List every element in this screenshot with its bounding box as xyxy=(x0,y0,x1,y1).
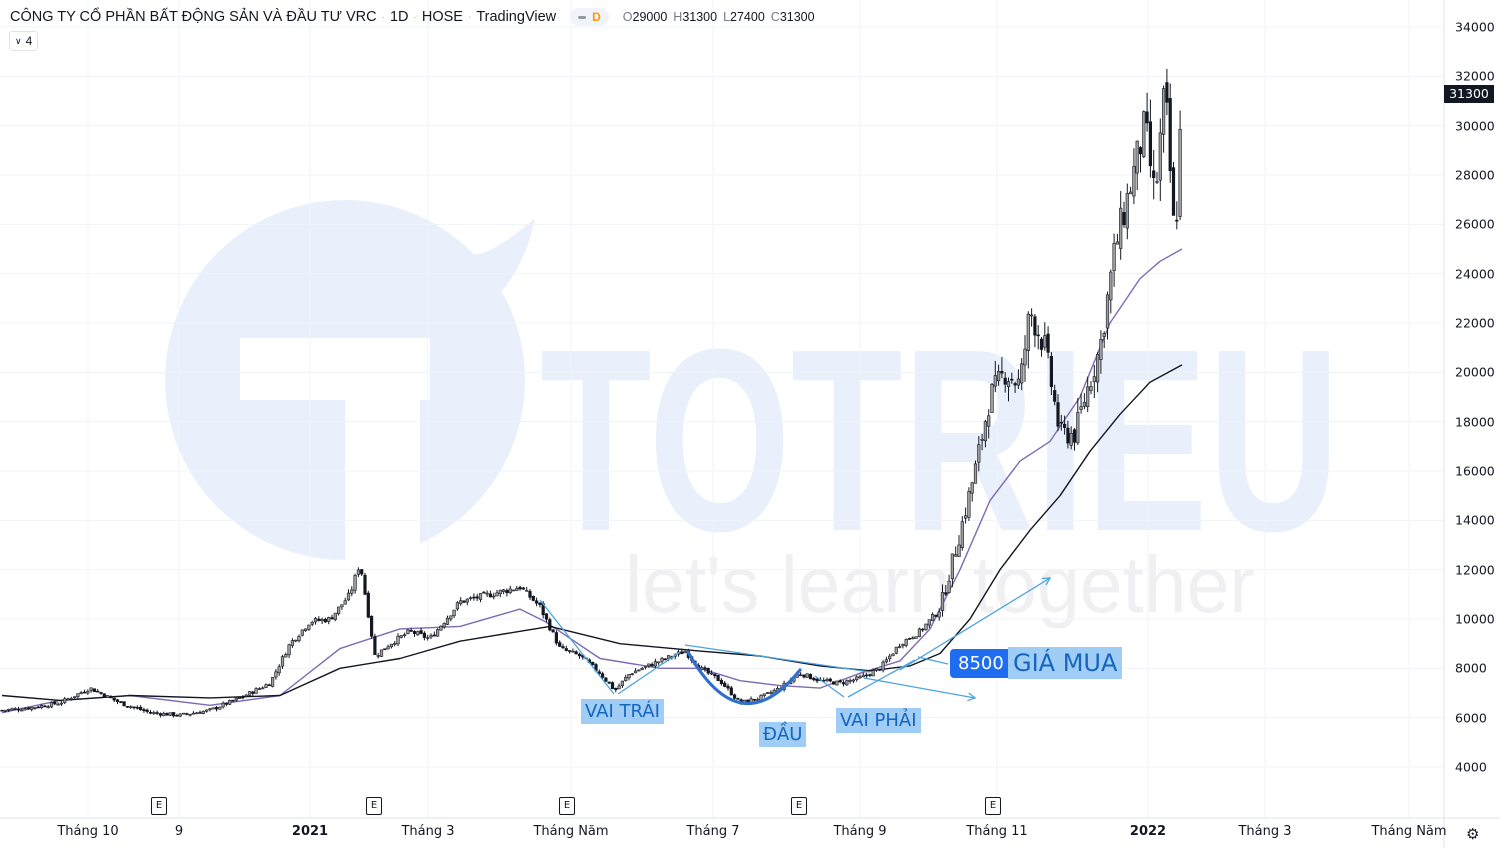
close-value: 31300 xyxy=(779,10,815,24)
high-label: H xyxy=(673,10,683,24)
price-tick-label: 22000 xyxy=(1455,315,1495,331)
time-tick-label: Tháng 3 xyxy=(401,824,455,839)
indicators-collapse-button[interactable]: ∨ 4 xyxy=(9,31,39,51)
interval-label[interactable]: 1D xyxy=(389,9,409,25)
price-tick-label: 14000 xyxy=(1455,512,1495,528)
price-tick-label: 4000 xyxy=(1455,759,1487,775)
separator-dot: · xyxy=(413,11,417,23)
earnings-marker[interactable]: E xyxy=(151,797,167,815)
candlestick-series xyxy=(0,68,1182,718)
time-tick-label: 9 xyxy=(174,824,184,839)
price-tick-label: 26000 xyxy=(1455,216,1495,232)
source-label: TradingView xyxy=(476,9,557,25)
time-tick-label: Tháng 11 xyxy=(966,824,1028,839)
delayed-data-icon: D xyxy=(592,10,601,24)
low-value: 27400 xyxy=(730,10,765,24)
watermark-brand: TOTRIEU xyxy=(540,296,1340,586)
earnings-marker[interactable]: E xyxy=(559,797,575,815)
time-tick-label: Tháng 9 xyxy=(833,824,887,839)
market-status-badge[interactable]: D xyxy=(570,8,609,26)
price-tick-label: 32000 xyxy=(1455,68,1495,84)
high-value: 31300 xyxy=(682,10,718,24)
price-tick-label: 12000 xyxy=(1455,562,1495,578)
market-closed-icon xyxy=(578,15,587,19)
buy-price-badge[interactable]: 8500 xyxy=(950,649,1012,678)
watermark-logo-cutout xyxy=(240,338,430,570)
exchange-label: HOSE xyxy=(421,9,463,25)
low-label: L xyxy=(723,10,731,24)
open-label: O xyxy=(622,10,633,24)
price-tick-label: 8000 xyxy=(1455,660,1487,676)
separator-dot: · xyxy=(381,11,385,23)
time-tick-label: Tháng 10 xyxy=(57,824,119,839)
price-tick-label: 16000 xyxy=(1455,463,1495,479)
last-price-label: 31300 xyxy=(1444,84,1494,103)
close-label: C xyxy=(770,10,780,24)
right-shoulder-label[interactable]: VAI PHẢI xyxy=(836,708,921,733)
price-tick-label: 24000 xyxy=(1455,266,1495,282)
chart-legend: CÔNG TY CỔ PHẦN BẤT ĐỘNG SẢN VÀ ĐẦU TƯ V… xyxy=(10,7,815,27)
ohlc-values: O29000 H31300 L27400 C31300 xyxy=(623,10,815,24)
time-tick-label: Tháng 3 xyxy=(1238,824,1292,839)
separator-dot: · xyxy=(467,11,472,23)
price-tick-label: 30000 xyxy=(1455,118,1495,134)
price-tick-label: 18000 xyxy=(1455,414,1495,430)
chevron-down-icon: ∨ xyxy=(15,35,22,46)
price-tick-label: 28000 xyxy=(1455,167,1495,183)
time-tick-label: Tháng Năm xyxy=(1371,824,1447,839)
left-shoulder-label[interactable]: VAI TRÁI xyxy=(581,699,664,724)
indicator-count: 4 xyxy=(25,34,33,48)
time-tick-label: 2021 xyxy=(291,824,329,839)
time-tick-label: 2022 xyxy=(1129,824,1167,839)
pattern-drawings[interactable] xyxy=(539,577,1052,706)
earnings-marker[interactable]: E xyxy=(985,797,1001,815)
buy-price-label[interactable]: GIÁ MUA xyxy=(1008,647,1123,679)
price-tick-label: 34000 xyxy=(1455,19,1495,35)
grid-lines xyxy=(0,0,1444,818)
symbol-title[interactable]: CÔNG TY CỔ PHẦN BẤT ĐỘNG SẢN VÀ ĐẦU TƯ V… xyxy=(10,9,377,25)
head-label[interactable]: ĐẦU xyxy=(759,722,807,747)
earnings-marker[interactable]: E xyxy=(791,797,807,815)
earnings-marker[interactable]: E xyxy=(366,797,382,815)
time-tick-label: Tháng 7 xyxy=(686,824,740,839)
price-tick-label: 20000 xyxy=(1455,364,1495,380)
price-tick-label: 6000 xyxy=(1455,710,1487,726)
gear-icon[interactable]: ⚙ xyxy=(1466,826,1480,843)
time-tick-label: Tháng Năm xyxy=(533,824,609,839)
open-value: 29000 xyxy=(632,10,668,24)
price-tick-label: 10000 xyxy=(1455,611,1495,627)
